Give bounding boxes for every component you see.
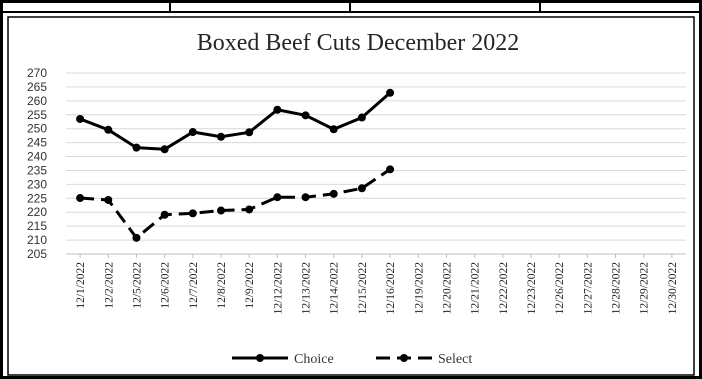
data-point-choice (104, 125, 113, 134)
data-point-choice (76, 114, 85, 123)
gridlines (66, 72, 686, 255)
chart-area-border (7, 16, 695, 376)
y-tick-label: 230 (27, 177, 47, 191)
y-tick-label: 270 (27, 66, 47, 80)
data-point-select (76, 194, 85, 203)
x-tick-label: 12/22/2022 (498, 262, 510, 315)
x-tick-label: 12/21/2022 (470, 262, 482, 315)
data-point-choice (386, 88, 395, 97)
data-point-select (273, 193, 282, 202)
legend-choice-marker (256, 354, 264, 362)
x-tick-label: 12/12/2022 (272, 262, 284, 315)
x-tick-label: 12/2/2022 (103, 262, 115, 309)
data-point-select (245, 205, 254, 214)
legend-select-marker (400, 354, 408, 362)
data-point-select (188, 209, 197, 218)
x-tick-label: 12/6/2022 (160, 262, 172, 309)
y-tick-label: 240 (27, 150, 47, 164)
y-tick-label: 235 (27, 163, 47, 177)
data-point-choice (188, 128, 197, 137)
x-tick-label: 12/29/2022 (639, 262, 651, 315)
y-tick-label: 260 (27, 94, 47, 108)
data-point-choice (160, 145, 169, 154)
data-point-choice (329, 125, 338, 134)
y-tick-label: 245 (27, 136, 47, 150)
x-tick-label: 12/14/2022 (329, 262, 341, 315)
data-point-select (301, 193, 310, 202)
x-tick-label: 12/9/2022 (244, 262, 256, 309)
data-point-select (160, 210, 169, 219)
legend: Choice Select (232, 352, 472, 367)
data-point-choice (273, 105, 282, 114)
y-tick-label: 215 (27, 219, 47, 233)
data-point-select (104, 195, 113, 204)
x-tick-label: 12/26/2022 (554, 262, 566, 315)
y-tick-label: 220 (27, 205, 47, 219)
x-tick-label: 12/20/2022 (441, 262, 453, 315)
x-tick-label: 12/23/2022 (526, 262, 538, 315)
chart-title: Boxed Beef Cuts December 2022 (197, 30, 520, 56)
legend-select-label: Select (438, 352, 472, 367)
x-axis-ticks: 12/1/2022 12/2/2022 12/5/2022 12/6/2022 12/7… (75, 254, 679, 314)
data-point-select (357, 184, 366, 193)
data-point-choice (357, 113, 366, 122)
x-tick-label: 12/7/2022 (188, 262, 200, 309)
y-tick-label: 250 (27, 122, 47, 136)
legend-choice-label: Choice (294, 352, 334, 367)
y-tick-label: 255 (27, 108, 47, 122)
data-point-select (329, 189, 338, 198)
series-lines (76, 88, 395, 242)
x-tick-label: 12/1/2022 (75, 262, 87, 309)
data-point-select (386, 165, 395, 174)
y-tick-label: 265 (27, 80, 47, 94)
x-tick-label: 12/30/2022 (667, 262, 679, 315)
data-point-choice (245, 128, 254, 137)
data-point-choice (217, 132, 225, 141)
data-point-select (217, 206, 225, 215)
data-point-choice (301, 111, 310, 120)
x-tick-label: 12/27/2022 (582, 262, 594, 315)
y-tick-label: 210 (27, 233, 47, 247)
legend-entry-choice: Choice (232, 352, 334, 367)
y-axis-ticks: 2052102152202252302352402452502552602652… (27, 66, 47, 261)
y-tick-label: 225 (27, 191, 47, 205)
x-tick-label: 12/19/2022 (413, 262, 425, 315)
y-tick-label: 205 (27, 247, 47, 261)
x-tick-label: 12/13/2022 (301, 262, 313, 315)
series-line-select (79, 168, 391, 240)
legend-entry-select: Select (376, 352, 472, 367)
data-point-choice (132, 143, 141, 152)
x-tick-label: 12/5/2022 (131, 262, 143, 309)
series-line-choice (79, 91, 392, 151)
x-tick-label: 12/28/2022 (611, 262, 623, 315)
x-tick-label: 12/8/2022 (216, 262, 228, 309)
data-point-select (132, 233, 141, 242)
x-tick-label: 12/16/2022 (385, 262, 397, 315)
x-tick-label: 12/15/2022 (357, 262, 369, 315)
